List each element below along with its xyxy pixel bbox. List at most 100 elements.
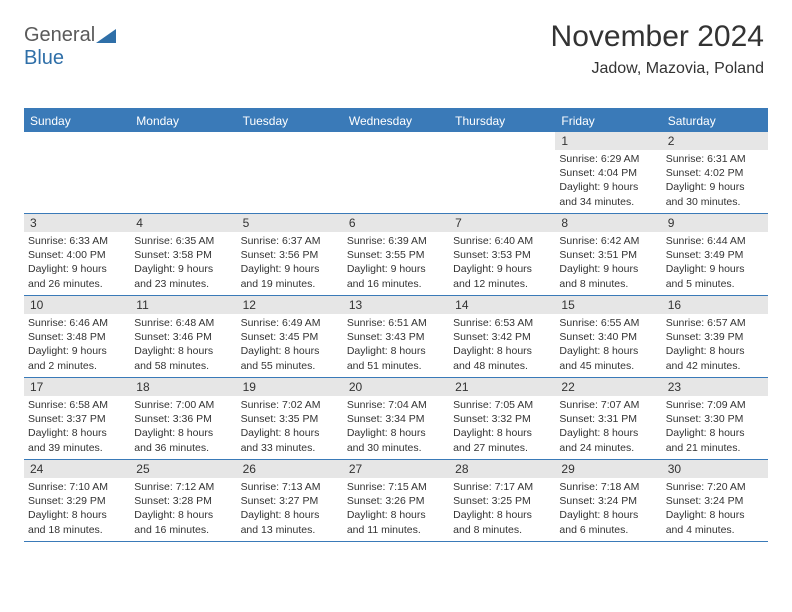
- day-info: Sunrise: 6:57 AMSunset: 3:39 PMDaylight:…: [662, 314, 768, 377]
- day-info: Sunrise: 7:05 AMSunset: 3:32 PMDaylight:…: [449, 396, 555, 459]
- day-number: 27: [343, 460, 449, 478]
- calendar-cell: 27Sunrise: 7:15 AMSunset: 3:26 PMDayligh…: [343, 460, 449, 542]
- calendar-cell: 11Sunrise: 6:48 AMSunset: 3:46 PMDayligh…: [130, 296, 236, 378]
- calendar-cell: 24Sunrise: 7:10 AMSunset: 3:29 PMDayligh…: [24, 460, 130, 542]
- day-info: Sunrise: 6:37 AMSunset: 3:56 PMDaylight:…: [237, 232, 343, 295]
- header: November 2024 Jadow, Mazovia, Poland: [551, 20, 764, 78]
- logo-triangle-icon: [96, 29, 116, 43]
- day-number: 9: [662, 214, 768, 232]
- day-info: Sunrise: 6:40 AMSunset: 3:53 PMDaylight:…: [449, 232, 555, 295]
- day-number: 5: [237, 214, 343, 232]
- calendar-cell: 14Sunrise: 6:53 AMSunset: 3:42 PMDayligh…: [449, 296, 555, 378]
- day-info: Sunrise: 7:09 AMSunset: 3:30 PMDaylight:…: [662, 396, 768, 459]
- day-info: Sunrise: 6:55 AMSunset: 3:40 PMDaylight:…: [555, 314, 661, 377]
- calendar-cell: 17Sunrise: 6:58 AMSunset: 3:37 PMDayligh…: [24, 378, 130, 460]
- day-info: Sunrise: 7:18 AMSunset: 3:24 PMDaylight:…: [555, 478, 661, 541]
- day-number: 24: [24, 460, 130, 478]
- day-number: 19: [237, 378, 343, 396]
- day-number: 16: [662, 296, 768, 314]
- day-number: 29: [555, 460, 661, 478]
- day-number: 23: [662, 378, 768, 396]
- day-info: Sunrise: 7:02 AMSunset: 3:35 PMDaylight:…: [237, 396, 343, 459]
- day-number: 11: [130, 296, 236, 314]
- day-number: 12: [237, 296, 343, 314]
- logo-gray-text: General: [24, 24, 95, 46]
- day-info: Sunrise: 7:20 AMSunset: 3:24 PMDaylight:…: [662, 478, 768, 541]
- calendar-cell: 2Sunrise: 6:31 AMSunset: 4:02 PMDaylight…: [662, 132, 768, 214]
- calendar-cell: [449, 132, 555, 214]
- calendar-cell: 15Sunrise: 6:55 AMSunset: 3:40 PMDayligh…: [555, 296, 661, 378]
- day-number: 30: [662, 460, 768, 478]
- calendar-cell: 8Sunrise: 6:42 AMSunset: 3:51 PMDaylight…: [555, 214, 661, 296]
- calendar-cell: 6Sunrise: 6:39 AMSunset: 3:55 PMDaylight…: [343, 214, 449, 296]
- day-header: Wednesday: [343, 110, 449, 132]
- day-number: 18: [130, 378, 236, 396]
- day-header: Tuesday: [237, 110, 343, 132]
- day-info: Sunrise: 6:58 AMSunset: 3:37 PMDaylight:…: [24, 396, 130, 459]
- day-info: Sunrise: 6:44 AMSunset: 3:49 PMDaylight:…: [662, 232, 768, 295]
- calendar-cell: [343, 132, 449, 214]
- day-number: 20: [343, 378, 449, 396]
- day-number: 14: [449, 296, 555, 314]
- day-info: Sunrise: 6:42 AMSunset: 3:51 PMDaylight:…: [555, 232, 661, 295]
- day-info: Sunrise: 6:35 AMSunset: 3:58 PMDaylight:…: [130, 232, 236, 295]
- day-number: 25: [130, 460, 236, 478]
- day-number: 2: [662, 132, 768, 150]
- day-header: Saturday: [662, 110, 768, 132]
- calendar-cell: 3Sunrise: 6:33 AMSunset: 4:00 PMDaylight…: [24, 214, 130, 296]
- day-header: Monday: [130, 110, 236, 132]
- calendar-cell: 16Sunrise: 6:57 AMSunset: 3:39 PMDayligh…: [662, 296, 768, 378]
- day-info: Sunrise: 6:48 AMSunset: 3:46 PMDaylight:…: [130, 314, 236, 377]
- calendar-cell: 18Sunrise: 7:00 AMSunset: 3:36 PMDayligh…: [130, 378, 236, 460]
- calendar-cell: 23Sunrise: 7:09 AMSunset: 3:30 PMDayligh…: [662, 378, 768, 460]
- calendar-cell: 28Sunrise: 7:17 AMSunset: 3:25 PMDayligh…: [449, 460, 555, 542]
- day-info: Sunrise: 7:07 AMSunset: 3:31 PMDaylight:…: [555, 396, 661, 459]
- day-header: Thursday: [449, 110, 555, 132]
- page-title: November 2024: [551, 20, 764, 54]
- day-info: Sunrise: 6:53 AMSunset: 3:42 PMDaylight:…: [449, 314, 555, 377]
- calendar-cell: 7Sunrise: 6:40 AMSunset: 3:53 PMDaylight…: [449, 214, 555, 296]
- day-info: Sunrise: 7:15 AMSunset: 3:26 PMDaylight:…: [343, 478, 449, 541]
- day-number: 3: [24, 214, 130, 232]
- day-number: 17: [24, 378, 130, 396]
- calendar-cell: 19Sunrise: 7:02 AMSunset: 3:35 PMDayligh…: [237, 378, 343, 460]
- day-info: Sunrise: 6:51 AMSunset: 3:43 PMDaylight:…: [343, 314, 449, 377]
- day-info: Sunrise: 7:04 AMSunset: 3:34 PMDaylight:…: [343, 396, 449, 459]
- day-info: Sunrise: 6:39 AMSunset: 3:55 PMDaylight:…: [343, 232, 449, 295]
- day-number: 28: [449, 460, 555, 478]
- day-header: Sunday: [24, 110, 130, 132]
- day-number: 6: [343, 214, 449, 232]
- day-info: Sunrise: 7:00 AMSunset: 3:36 PMDaylight:…: [130, 396, 236, 459]
- calendar-cell: 13Sunrise: 6:51 AMSunset: 3:43 PMDayligh…: [343, 296, 449, 378]
- day-number: 10: [24, 296, 130, 314]
- calendar-cell: 1Sunrise: 6:29 AMSunset: 4:04 PMDaylight…: [555, 132, 661, 214]
- calendar-cell: 30Sunrise: 7:20 AMSunset: 3:24 PMDayligh…: [662, 460, 768, 542]
- calendar-cell: 4Sunrise: 6:35 AMSunset: 3:58 PMDaylight…: [130, 214, 236, 296]
- day-number: 13: [343, 296, 449, 314]
- day-info: Sunrise: 7:12 AMSunset: 3:28 PMDaylight:…: [130, 478, 236, 541]
- calendar-cell: 20Sunrise: 7:04 AMSunset: 3:34 PMDayligh…: [343, 378, 449, 460]
- page-subtitle: Jadow, Mazovia, Poland: [551, 60, 764, 78]
- calendar-cell: [130, 132, 236, 214]
- day-info: Sunrise: 6:29 AMSunset: 4:04 PMDaylight:…: [555, 150, 661, 213]
- day-number: 26: [237, 460, 343, 478]
- day-number: 7: [449, 214, 555, 232]
- calendar-cell: 25Sunrise: 7:12 AMSunset: 3:28 PMDayligh…: [130, 460, 236, 542]
- day-number: 4: [130, 214, 236, 232]
- day-number: 8: [555, 214, 661, 232]
- day-info: Sunrise: 7:13 AMSunset: 3:27 PMDaylight:…: [237, 478, 343, 541]
- calendar-cell: 26Sunrise: 7:13 AMSunset: 3:27 PMDayligh…: [237, 460, 343, 542]
- calendar-cell: 29Sunrise: 7:18 AMSunset: 3:24 PMDayligh…: [555, 460, 661, 542]
- day-info: Sunrise: 6:49 AMSunset: 3:45 PMDaylight:…: [237, 314, 343, 377]
- calendar-cell: 5Sunrise: 6:37 AMSunset: 3:56 PMDaylight…: [237, 214, 343, 296]
- day-info: Sunrise: 7:17 AMSunset: 3:25 PMDaylight:…: [449, 478, 555, 541]
- day-number: 21: [449, 378, 555, 396]
- logo-blue-text: Blue: [24, 47, 64, 69]
- day-number: 15: [555, 296, 661, 314]
- calendar-cell: 22Sunrise: 7:07 AMSunset: 3:31 PMDayligh…: [555, 378, 661, 460]
- logo: General Blue: [24, 24, 116, 70]
- calendar-cell: [24, 132, 130, 214]
- day-info: Sunrise: 6:46 AMSunset: 3:48 PMDaylight:…: [24, 314, 130, 377]
- calendar-cell: 21Sunrise: 7:05 AMSunset: 3:32 PMDayligh…: [449, 378, 555, 460]
- calendar-grid: SundayMondayTuesdayWednesdayThursdayFrid…: [24, 108, 768, 542]
